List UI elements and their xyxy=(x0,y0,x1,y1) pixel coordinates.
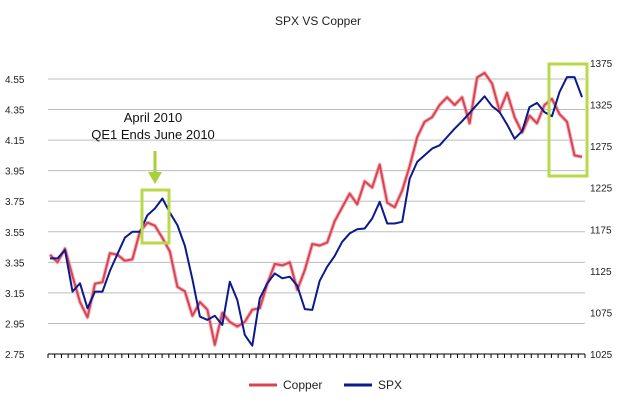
right-tick-label: 1225 xyxy=(590,184,613,195)
x-axis-tick-marks xyxy=(47,354,586,358)
gridlines xyxy=(48,78,585,355)
annotation-april-2010: April 2010 xyxy=(124,110,183,125)
right-tick-label: 1125 xyxy=(590,267,612,278)
legend-label-spx: SPX xyxy=(378,378,402,392)
annotation-arrow xyxy=(148,151,162,184)
left-tick-label: 3.35 xyxy=(5,258,25,269)
left-tick-label: 3.75 xyxy=(5,197,25,208)
series-line-copper xyxy=(49,71,583,346)
right-tick-label: 1175 xyxy=(590,225,612,236)
left-axis-tick-labels: 2.75 2.95 3.15 3.35 3.55 3.75 3.95 4.15 4.35 4.55 xyxy=(5,75,25,361)
annotation-qe1-ends: QE1 Ends June 2010 xyxy=(91,127,215,142)
highlight-box-april-2010 xyxy=(140,188,171,245)
left-tick-label: 3.55 xyxy=(5,228,25,239)
left-tick-label: 3.95 xyxy=(5,167,25,178)
left-tick-label: 2.95 xyxy=(5,319,25,330)
left-tick-label: 3.15 xyxy=(5,289,25,300)
highlight-box-recent xyxy=(547,62,589,178)
legend: Copper SPX xyxy=(249,378,402,392)
left-tick-label: 2.75 xyxy=(5,350,25,361)
right-axis-tick-labels: 1025 1075 1125 1175 1225 1275 1325 1375 xyxy=(590,59,613,361)
left-tick-label: 4.55 xyxy=(5,75,25,86)
legend-label-copper: Copper xyxy=(283,378,322,392)
series-layer xyxy=(48,70,583,347)
right-tick-label: 1375 xyxy=(590,59,613,70)
right-tick-label: 1075 xyxy=(590,308,613,319)
left-tick-label: 4.35 xyxy=(5,106,25,117)
right-tick-label: 1325 xyxy=(590,101,613,112)
chart-title: SPX VS Copper xyxy=(275,14,361,28)
right-tick-label: 1275 xyxy=(590,142,613,153)
series-line-spx xyxy=(50,76,583,347)
right-tick-label: 1025 xyxy=(590,350,613,361)
left-tick-label: 4.15 xyxy=(5,136,25,147)
